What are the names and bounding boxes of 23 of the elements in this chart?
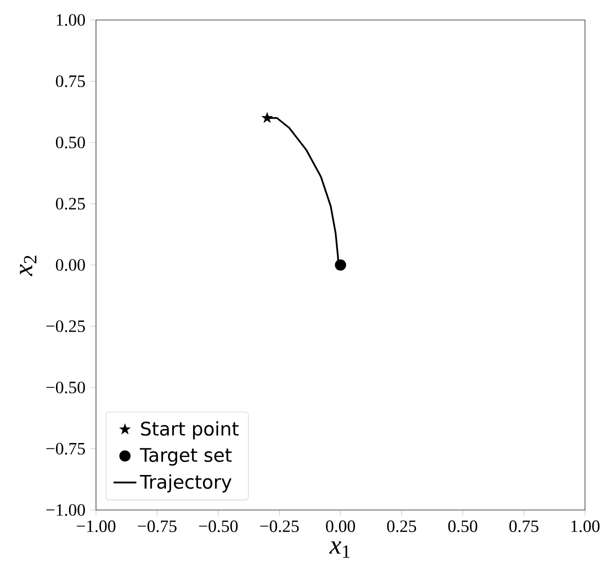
y-tick-label: 0.25 <box>56 198 85 210</box>
y-tick-label: 0.00 <box>56 259 85 271</box>
y-tick-label: 1.00 <box>56 14 85 26</box>
y-tick-label: 0.75 <box>56 75 85 88</box>
legend-label: Start point <box>141 421 239 440</box>
y-tick-label: −0.25 <box>46 320 85 332</box>
x-tick-label: −0.50 <box>199 520 238 532</box>
x-tick-label: 1.00 <box>571 520 600 532</box>
x-tick-label: −0.75 <box>138 520 177 532</box>
x-tick-label: −1.00 <box>76 520 116 532</box>
x-tick-label: −0.25 <box>260 520 299 532</box>
legend-label: Trajectory <box>140 474 232 492</box>
y-tick-label: −0.75 <box>46 442 85 455</box>
x-tick-label: 0.00 <box>326 520 356 532</box>
x-tick-label: 0.50 <box>448 520 478 532</box>
x-tick-label: 0.75 <box>509 520 538 532</box>
x-axis-title: x$_{1}$ <box>329 541 350 558</box>
x-tick-label: 0.25 <box>387 520 416 532</box>
y-tick-label: −0.50 <box>46 382 85 394</box>
y-tick-label: −1.00 <box>46 504 85 516</box>
y-axis-title: x$_{2}$ <box>20 256 36 276</box>
legend-label: Target set <box>140 448 232 466</box>
y-tick-label: 0.50 <box>56 136 85 148</box>
